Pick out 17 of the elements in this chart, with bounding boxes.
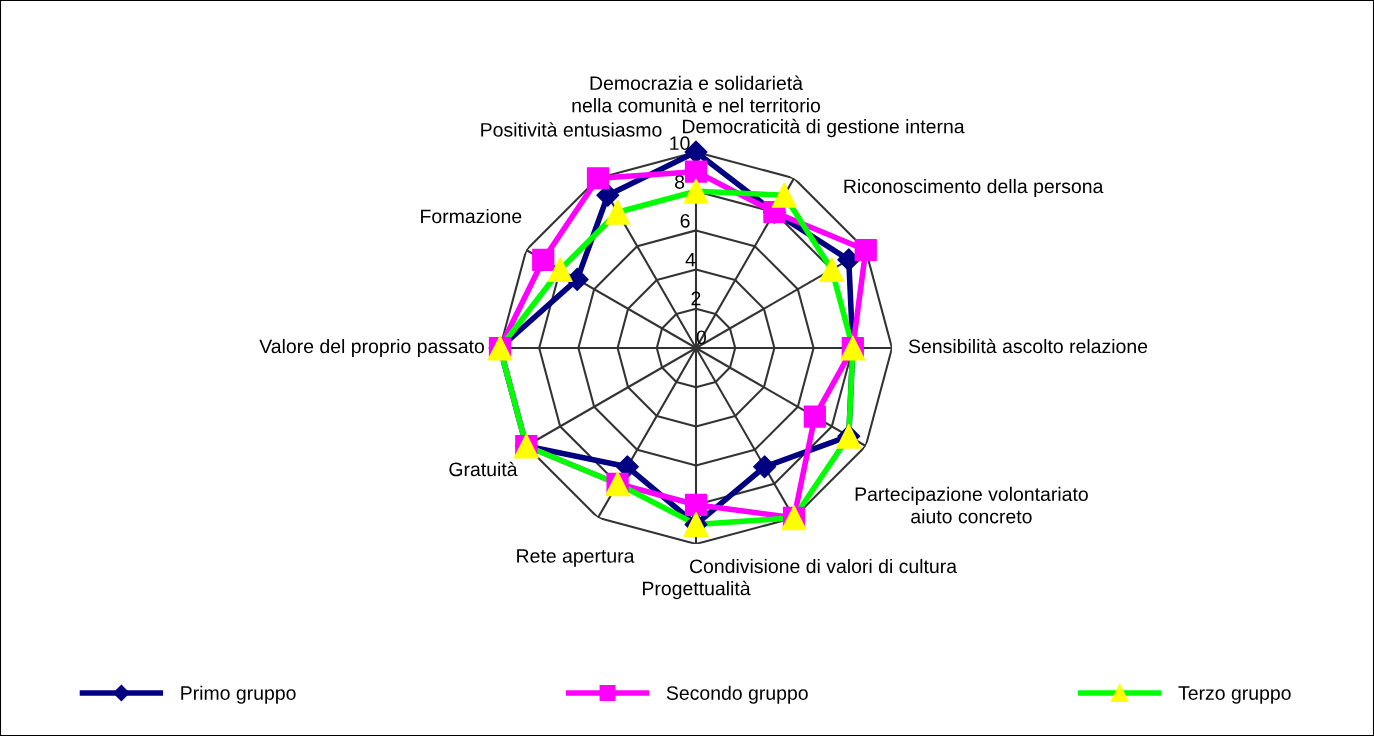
legend-label: Terzo gruppo (1178, 686, 1291, 704)
y-tick-label: 10 (670, 136, 690, 151)
spoke-label: Condivisione di valori di cultura (689, 558, 958, 574)
spoke-label: Democrazia e solidarietà nella comunità e nel territorio (572, 75, 821, 113)
spoke-label: Sensibilità ascolto relazione (908, 338, 1148, 354)
y-tick-label: 8 (675, 175, 685, 189)
spoke-label: Progettualità (643, 580, 751, 600)
spoke-label: Riconoscimento della persona (844, 178, 1104, 198)
spoke-label: Partecipazione volontariato aiuto concreto (855, 486, 1088, 524)
spoke-label: Positività entusiasmo (481, 122, 662, 137)
y-tick-label: 6 (680, 213, 690, 228)
legend-label: Primo gruppo (181, 685, 296, 704)
spoke-label: Formazione (421, 208, 522, 224)
spoke-label: Valore del proprio passato (259, 338, 484, 358)
spoke-label: Gratuità (449, 461, 518, 477)
spoke-label: Rete apertura (517, 549, 635, 567)
legend-label: Secondo gruppo (666, 685, 808, 704)
